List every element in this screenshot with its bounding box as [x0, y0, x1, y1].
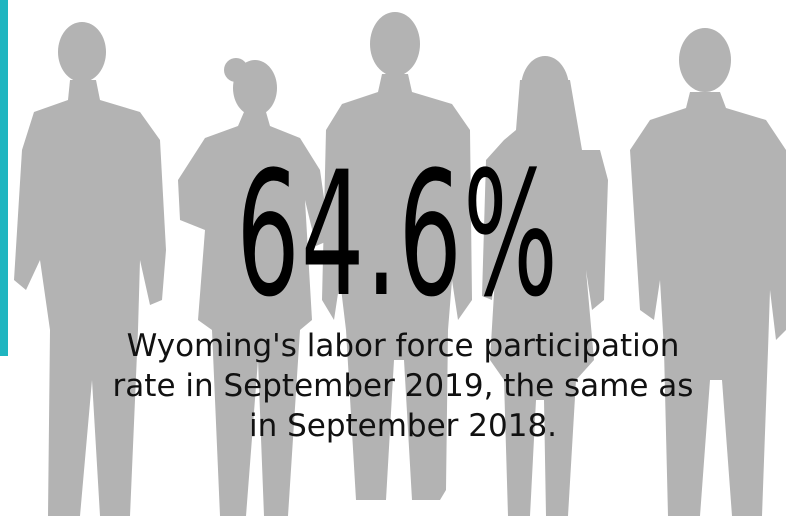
- head: [370, 12, 420, 76]
- head: [679, 28, 731, 92]
- body: [14, 80, 166, 516]
- head: [58, 22, 106, 82]
- caption: Wyoming's labor force participation rate…: [103, 326, 703, 446]
- body: [630, 92, 786, 516]
- accent-bar: [0, 0, 8, 356]
- headline-stat: 64.6%: [170, 140, 626, 330]
- hair: [224, 58, 248, 82]
- page: 64.6% Wyoming's labor force participatio…: [0, 0, 786, 516]
